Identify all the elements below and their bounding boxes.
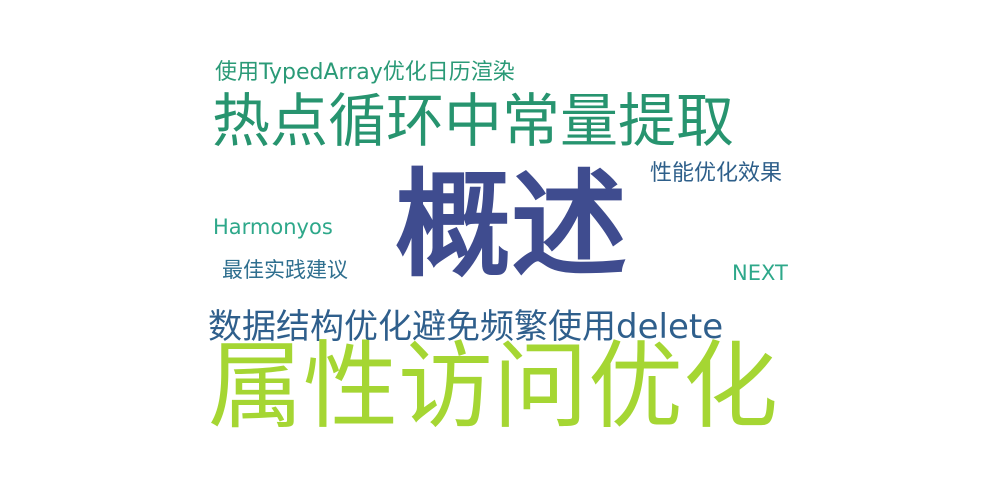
word-performance: 性能优化效果: [650, 161, 783, 186]
word-typedarray: 使用TypedArray优化日历渲染: [215, 60, 515, 85]
word-next: NEXT: [732, 261, 788, 285]
word-data-structure: 数据结构优化避免频繁使用delete: [208, 307, 724, 347]
word-attribute-access: 属性访问优化: [208, 332, 779, 442]
word-harmonyos: Harmonyos: [213, 215, 333, 239]
word-best-practice: 最佳实践建议: [222, 258, 348, 282]
word-hot-loop: 热点循环中常量提取: [212, 87, 735, 155]
word-gaishu: 概述: [395, 158, 627, 293]
